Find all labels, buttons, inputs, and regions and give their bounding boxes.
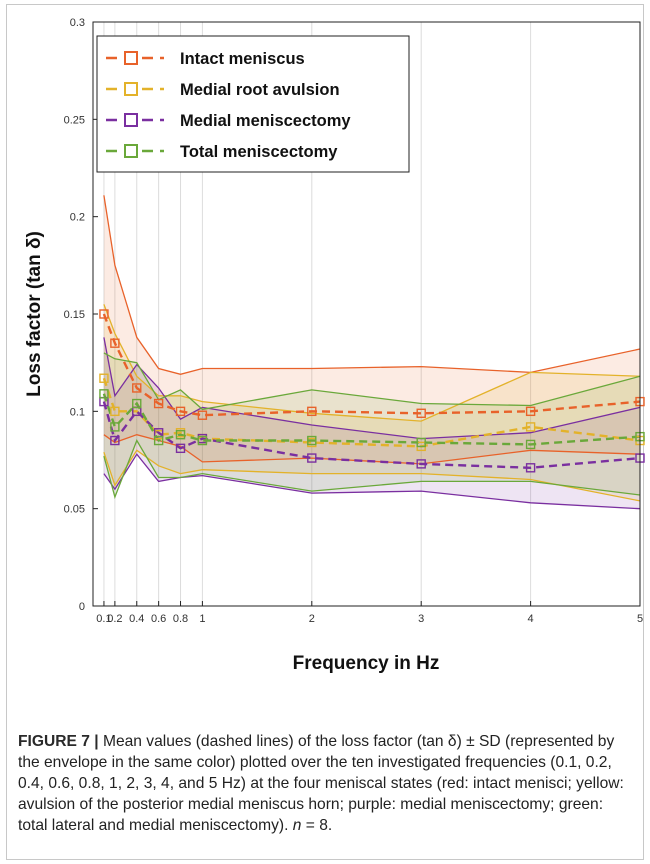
sd-lower-line xyxy=(103,434,641,465)
y-tick-label: 0.3 xyxy=(70,17,85,29)
legend-label: Medial root avulsion xyxy=(180,81,340,99)
legend-marker-swatch xyxy=(124,113,138,127)
legend-label: Medial meniscectomy xyxy=(180,112,351,130)
data-point xyxy=(175,406,186,417)
caption-text: Mean values (dashed lines) of the loss f… xyxy=(18,733,624,834)
x-tick-label: 0.2 xyxy=(107,613,122,625)
legend: Intact meniscus Medial root avulsion Media… xyxy=(96,35,410,173)
x-tick-label: 2 xyxy=(309,613,315,625)
x-tick-label: 0.1 xyxy=(96,613,111,625)
x-tick-label: 0.6 xyxy=(151,613,166,625)
data-point xyxy=(110,435,120,446)
data-point xyxy=(175,429,186,440)
data-point xyxy=(416,437,426,448)
data-point xyxy=(99,373,109,383)
y-axis-label: Loss factor (tan δ) xyxy=(24,231,45,397)
x-tick-label: 5 xyxy=(637,613,643,625)
sd-upper-line xyxy=(103,195,641,375)
sd-envelope xyxy=(103,304,640,501)
sd-upper-line xyxy=(103,304,641,422)
mean-line xyxy=(102,377,641,448)
data-point xyxy=(175,443,186,454)
data-point xyxy=(197,435,208,446)
data-point xyxy=(110,406,120,417)
sd-bound-lines xyxy=(103,195,641,510)
x-axis-ticks: 0.10.2 0.4 0.6 0.8 1 2 3 4 5 xyxy=(96,601,643,625)
data-point xyxy=(525,406,536,417)
y-tick-label: 0.15 xyxy=(64,309,85,321)
legend-label: Intact meniscus xyxy=(180,50,305,68)
data-point xyxy=(132,398,142,409)
sd-envelope xyxy=(103,195,640,464)
data-point xyxy=(307,406,317,417)
x-tick-label: 0.8 xyxy=(173,613,188,625)
caption-figure-label: FIGURE 7 | xyxy=(18,733,99,750)
data-point xyxy=(307,453,317,463)
line-chart: 00.050.10.150.20.250.3 0.10.2 0.4 0.6 0.8 1 2… xyxy=(24,17,645,674)
caption-sample-size-variable: n xyxy=(292,817,302,834)
data-point xyxy=(416,408,426,418)
mean-line xyxy=(102,393,641,446)
data-point xyxy=(132,383,142,393)
y-tick-label: 0.1 xyxy=(70,406,85,418)
x-tick-label: 1 xyxy=(199,613,205,625)
y-tick-label: 0.25 xyxy=(64,114,85,126)
legend-marker-swatch xyxy=(124,82,138,96)
y-tick-label: 0.05 xyxy=(64,504,85,516)
data-point xyxy=(525,463,536,473)
mean-lines xyxy=(102,313,641,470)
mean-line xyxy=(102,313,641,417)
data-point xyxy=(416,459,426,469)
figure-caption: FIGURE 7 | Mean values (dashed lines) of… xyxy=(18,731,634,836)
sd-lower-line xyxy=(103,453,641,510)
sd-envelope xyxy=(103,337,640,509)
x-axis-label: Frequency in Hz xyxy=(293,653,440,674)
x-tick-label: 4 xyxy=(528,613,534,625)
data-point xyxy=(525,439,536,450)
mean-markers xyxy=(99,309,645,473)
data-point xyxy=(307,435,317,446)
data-point xyxy=(153,398,164,409)
data-point xyxy=(99,389,109,399)
sd-lower-line xyxy=(103,439,641,500)
data-point xyxy=(110,422,120,432)
caption-sample-size: = 8. xyxy=(301,817,333,834)
x-tick-label: 0.4 xyxy=(129,613,144,625)
data-point xyxy=(110,338,120,348)
legend-label: Total meniscectomy xyxy=(180,143,338,161)
data-point xyxy=(153,435,164,446)
y-axis-ticks: 0 0.05 0.1 0.15 0.2 0.25 0.3 xyxy=(64,17,98,613)
data-point xyxy=(525,422,536,432)
data-point xyxy=(197,410,208,420)
legend-marker-swatch xyxy=(124,51,138,65)
sd-upper-line xyxy=(103,352,641,411)
y-tick-label: 0.2 xyxy=(70,212,85,224)
y-tick-label: 0 xyxy=(79,601,85,613)
data-point xyxy=(99,309,109,319)
x-tick-label: 3 xyxy=(418,613,424,625)
legend-marker-swatch xyxy=(124,144,138,158)
mean-line xyxy=(102,401,641,470)
